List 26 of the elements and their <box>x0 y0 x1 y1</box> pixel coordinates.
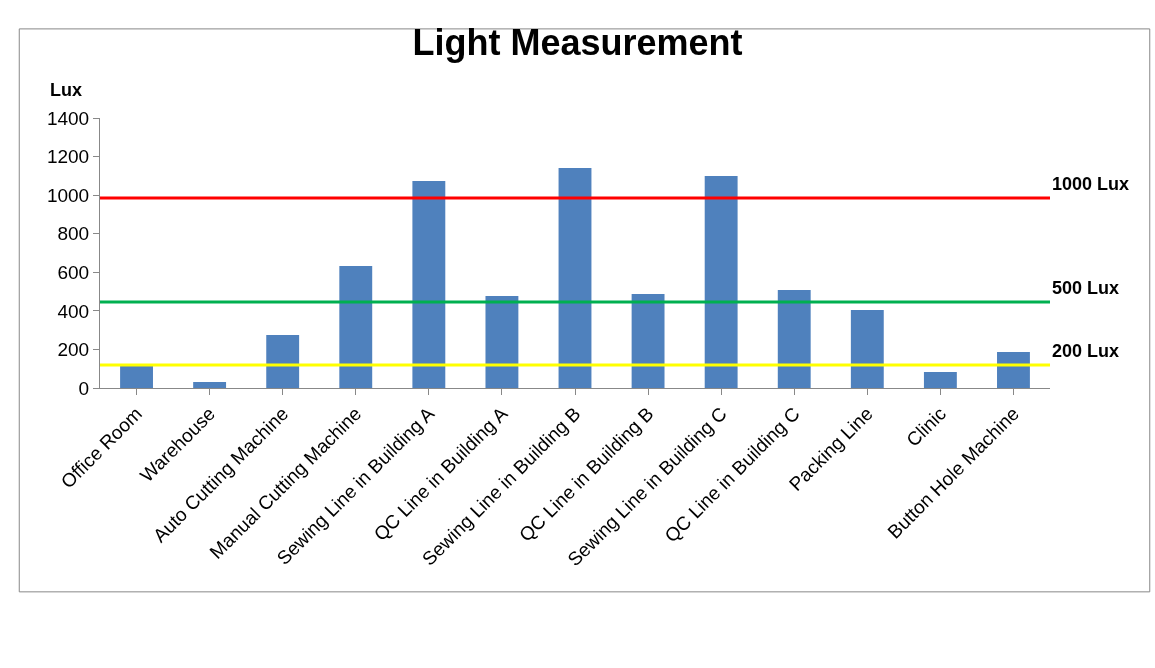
bar <box>997 351 1030 388</box>
bar <box>120 366 153 388</box>
bar <box>923 371 957 388</box>
ref-line-label: 500 Lux <box>1052 278 1120 298</box>
bar <box>339 265 373 388</box>
y-tick-label: 0 <box>78 377 90 399</box>
ref-line-label: 1000 Lux <box>1052 174 1130 194</box>
bar <box>193 382 227 388</box>
bar <box>777 290 811 388</box>
y-tick-label: 1400 <box>46 107 90 129</box>
y-tick-label: 1000 <box>46 184 90 206</box>
y-tick-label: 800 <box>57 223 90 245</box>
y-tick-label: 600 <box>57 261 90 283</box>
bar <box>412 181 446 388</box>
bar <box>704 176 738 388</box>
bar <box>485 296 519 388</box>
bar <box>850 310 884 388</box>
y-axis-title: Lux <box>50 80 83 100</box>
bar <box>266 334 300 388</box>
y-tick-label: 200 <box>57 339 90 361</box>
bar <box>558 167 592 388</box>
y-tick-label: 400 <box>57 300 90 322</box>
y-tick-label: 1200 <box>46 146 90 168</box>
ref-line-label: 200 Lux <box>1052 341 1120 361</box>
bar <box>631 294 665 388</box>
chart-title: Light Measurement <box>412 22 743 64</box>
